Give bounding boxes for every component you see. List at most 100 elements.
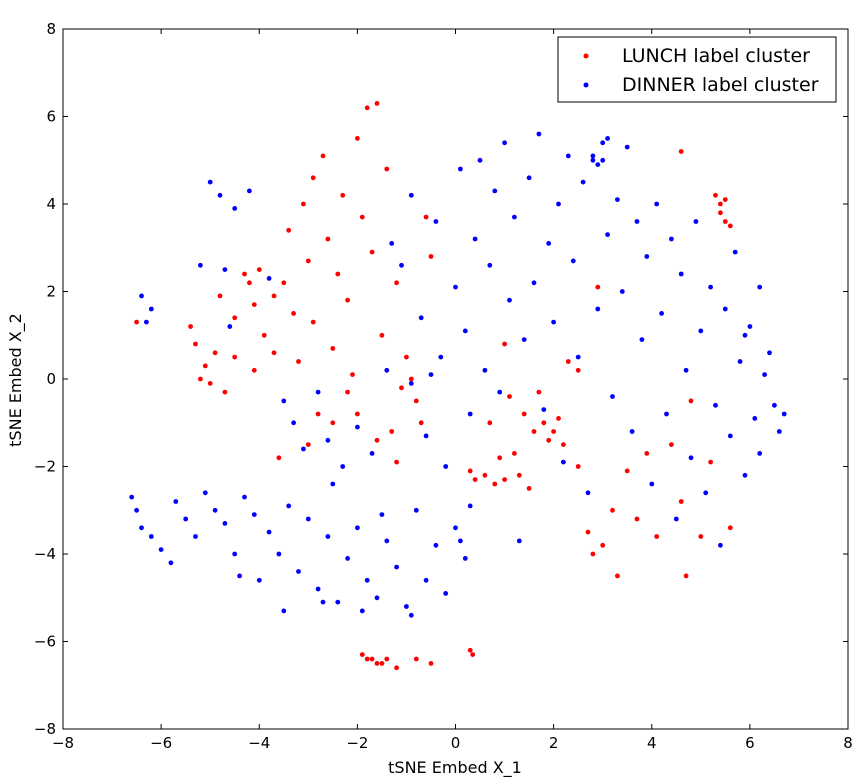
lunch-point-55 bbox=[467, 468, 473, 474]
dinner-point-118 bbox=[708, 284, 713, 290]
dinner-point-89 bbox=[565, 153, 571, 159]
dinner-point-17 bbox=[276, 551, 282, 557]
lunch-point-105 bbox=[384, 656, 390, 662]
lunch-point-68 bbox=[536, 389, 542, 395]
dinner-point-44 bbox=[247, 188, 252, 194]
dinner-point-104 bbox=[639, 337, 645, 342]
lunch-point-71 bbox=[551, 429, 556, 434]
lunch-point-16 bbox=[271, 293, 277, 299]
dinner-point-111 bbox=[673, 516, 679, 522]
lunch-point-70 bbox=[546, 437, 552, 443]
dinner-point-55 bbox=[355, 424, 360, 430]
lunch-point-76 bbox=[585, 529, 591, 535]
lunch-point-60 bbox=[497, 455, 503, 461]
x-tick-label-0: −8 bbox=[52, 734, 74, 752]
dinner-point-122 bbox=[727, 433, 733, 439]
dinner-point-8 bbox=[193, 534, 198, 539]
lunch-point-108 bbox=[428, 661, 434, 666]
lunch-point-98 bbox=[708, 459, 713, 465]
lunch-point-46 bbox=[355, 411, 360, 417]
lunch-point-21 bbox=[301, 201, 306, 207]
dinner-point-52 bbox=[315, 389, 321, 395]
lunch-point-99 bbox=[727, 525, 733, 531]
dinner-point-70 bbox=[472, 236, 478, 242]
dinner-point-27 bbox=[374, 595, 380, 601]
lunch-point-14 bbox=[261, 332, 267, 338]
dinner-point-1 bbox=[134, 507, 140, 513]
dinner-point-92 bbox=[580, 179, 586, 185]
dinner-point-123 bbox=[732, 249, 738, 255]
lunch-point-22 bbox=[305, 258, 311, 264]
dinner-point-130 bbox=[772, 402, 777, 408]
lunch-point-27 bbox=[325, 236, 331, 242]
lunch-point-45 bbox=[330, 420, 336, 426]
dinner-point-128 bbox=[757, 451, 763, 456]
lunch-point-42 bbox=[404, 354, 409, 360]
lunch-point-59 bbox=[492, 481, 498, 487]
dinner-point-78 bbox=[512, 214, 517, 220]
dinner-point-134 bbox=[757, 284, 763, 290]
dinner-point-138 bbox=[590, 153, 596, 159]
lunch-point-81 bbox=[615, 573, 620, 579]
dinner-point-15 bbox=[256, 577, 262, 583]
dinner-point-80 bbox=[521, 337, 527, 342]
dinner-point-139 bbox=[605, 136, 610, 141]
lunch-point-7 bbox=[222, 389, 228, 395]
lunch-point-5 bbox=[212, 350, 218, 356]
lunch-point-96 bbox=[722, 197, 728, 203]
dinner-point-141 bbox=[408, 381, 414, 386]
dinner-point-65 bbox=[443, 464, 449, 469]
dinner-point-43 bbox=[232, 206, 238, 211]
lunch-point-62 bbox=[507, 394, 512, 399]
dinner-point-53 bbox=[325, 437, 331, 443]
dinner-point-39 bbox=[144, 319, 149, 325]
lunch-point-113 bbox=[345, 389, 350, 395]
lunch-point-86 bbox=[669, 442, 674, 447]
lunch-point-26 bbox=[320, 153, 326, 159]
lunch-point-30 bbox=[340, 192, 346, 198]
dinner-point-3 bbox=[148, 534, 154, 539]
lunch-point-32 bbox=[350, 372, 355, 377]
dinner-point-113 bbox=[683, 367, 689, 373]
y-tick-label-7: 6 bbox=[46, 108, 56, 126]
dinner-point-24 bbox=[345, 556, 350, 561]
dinner-point-74 bbox=[492, 188, 498, 194]
dinner-point-23 bbox=[335, 599, 341, 605]
dinner-point-131 bbox=[776, 429, 782, 434]
lunch-point-114 bbox=[502, 341, 507, 347]
lunch-point-109 bbox=[467, 647, 473, 653]
dinner-point-85 bbox=[546, 241, 552, 246]
dinner-point-35 bbox=[453, 525, 458, 531]
dinner-point-26 bbox=[364, 577, 370, 583]
lunch-point-48 bbox=[394, 459, 399, 465]
lunch-point-101 bbox=[364, 656, 370, 662]
lunch-point-15 bbox=[271, 350, 277, 356]
x-tick-label-1: −6 bbox=[150, 734, 172, 752]
lunch-point-4 bbox=[207, 381, 213, 386]
lunch-point-100 bbox=[359, 652, 365, 657]
x-axis-label: tSNE Embed X_1 bbox=[388, 758, 522, 778]
legend: LUNCH label cluster DINNER label cluster bbox=[557, 36, 837, 103]
dinner-point-142 bbox=[330, 481, 336, 487]
dinner-point-45 bbox=[198, 262, 203, 268]
dinner-point-84 bbox=[541, 407, 547, 412]
dinner-point-91 bbox=[575, 354, 581, 360]
dinner-point-32 bbox=[423, 577, 429, 583]
lunch-point-73 bbox=[561, 442, 566, 447]
dinner-point-98 bbox=[610, 394, 615, 399]
dinner-point-132 bbox=[781, 411, 787, 417]
points-layer bbox=[129, 101, 787, 671]
dinner-point-38 bbox=[139, 293, 144, 299]
x-tick-label-4: 0 bbox=[451, 734, 461, 752]
dinner-point-126 bbox=[747, 324, 753, 329]
lunch-point-40 bbox=[389, 429, 395, 434]
lunch-point-50 bbox=[408, 376, 414, 382]
legend-marker-dinner bbox=[583, 82, 589, 88]
lunch-point-43 bbox=[276, 455, 282, 461]
dinner-point-129 bbox=[762, 372, 767, 377]
dinner-point-100 bbox=[619, 289, 625, 294]
lunch-point-74 bbox=[565, 359, 571, 364]
lunch-point-36 bbox=[369, 249, 375, 255]
dinner-point-34 bbox=[443, 591, 449, 596]
